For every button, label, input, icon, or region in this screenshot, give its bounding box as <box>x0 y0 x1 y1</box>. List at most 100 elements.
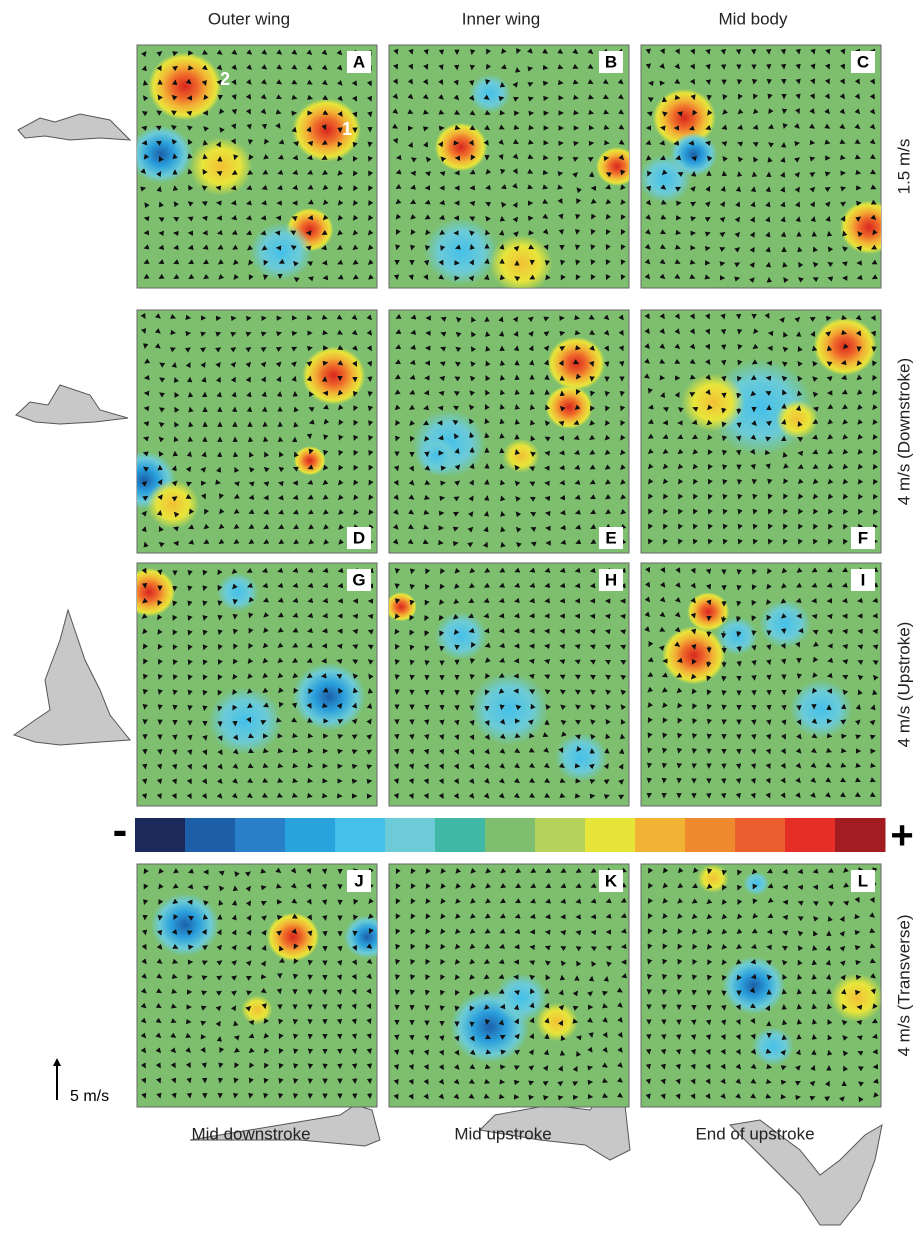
velocity-arrow <box>325 128 326 129</box>
velocity-arrow <box>606 734 607 736</box>
velocity-arrow <box>412 736 413 739</box>
velocity-arrow <box>396 676 397 679</box>
velocity-arrow <box>664 278 665 279</box>
vortex <box>217 573 259 612</box>
velocity-arrow <box>829 202 830 203</box>
velocity-arrow <box>813 1020 814 1022</box>
panel: J <box>137 864 391 1107</box>
velocity-arrow <box>219 543 220 544</box>
colorbar-swatch <box>785 818 836 852</box>
velocity-arrow <box>828 468 829 469</box>
vortex <box>489 235 552 293</box>
velocity-arrow <box>324 423 325 424</box>
velocity-arrow <box>530 675 532 676</box>
velocity-arrow <box>754 766 755 768</box>
vortex <box>503 439 540 473</box>
velocity-arrow <box>280 347 281 348</box>
colorbar-swatch <box>235 818 286 852</box>
velocity-arrow <box>159 527 160 528</box>
velocity-arrow <box>265 362 266 363</box>
vortex <box>129 125 192 183</box>
velocity-arrow <box>325 706 327 707</box>
velocity-arrow <box>516 420 517 423</box>
velocity-arrow <box>545 660 547 661</box>
velocity-arrow <box>501 872 502 873</box>
bottom-label: Mid upstroke <box>454 1124 551 1143</box>
velocity-arrow <box>517 97 518 98</box>
velocity-arrow <box>798 946 799 947</box>
velocity-arrow <box>648 887 649 888</box>
velocity-arrow <box>814 1081 815 1082</box>
colorbar-swatch <box>685 818 736 852</box>
velocity-arrow <box>145 1037 146 1038</box>
velocity-arrow <box>664 571 665 572</box>
velocity-arrow <box>426 157 427 158</box>
velocity-arrow <box>769 1006 770 1007</box>
colorbar-max: + <box>890 814 913 858</box>
velocity-arrow <box>606 513 607 514</box>
velocity-arrow <box>278 173 280 174</box>
panel: F <box>641 310 881 553</box>
velocity-arrow <box>457 83 458 85</box>
velocity-arrow <box>517 317 518 318</box>
velocity-arrow <box>873 1022 874 1023</box>
velocity-arrow <box>769 1097 770 1098</box>
panel: H <box>385 563 629 806</box>
velocity-arrow <box>427 98 428 99</box>
vortex-label: 1 <box>342 119 352 139</box>
velocity-arrow <box>561 720 562 721</box>
vortex <box>722 956 785 1014</box>
row-label: 4 m/s (Transverse) <box>894 914 913 1056</box>
velocity-arrow <box>456 332 457 333</box>
velocity-arrow <box>828 438 829 439</box>
velocity-arrow <box>679 631 680 632</box>
velocity-arrow <box>694 83 695 84</box>
velocity-arrow <box>679 616 680 617</box>
velocity-arrow <box>293 571 295 572</box>
velocity-arrow <box>844 766 846 767</box>
figure: 5 m/s Outer wingInner wingMid body1.5 m/… <box>0 0 921 1233</box>
velocity-arrow <box>471 347 472 348</box>
velocity-arrow <box>769 437 770 438</box>
velocity-arrow <box>591 528 592 529</box>
velocity-arrow <box>295 872 296 873</box>
velocity-arrow <box>547 248 548 249</box>
velocity-arrow <box>709 1037 710 1039</box>
velocity-arrow <box>190 736 191 740</box>
velocity-arrow <box>531 872 532 873</box>
velocity-arrow <box>752 977 754 978</box>
velocity-arrow <box>249 543 250 544</box>
velocity-arrow <box>280 362 281 363</box>
velocity-arrow <box>294 467 295 468</box>
velocity-arrow <box>396 977 397 979</box>
velocity-arrow <box>649 263 650 264</box>
velocity-arrow <box>694 1052 695 1054</box>
velocity-arrow <box>784 661 785 663</box>
velocity-arrow <box>189 706 190 710</box>
velocity-arrow <box>663 676 664 677</box>
velocity-arrow <box>706 142 709 143</box>
velocity-arrow <box>693 887 694 888</box>
velocity-arrow <box>723 872 724 875</box>
velocity-arrow <box>874 720 875 721</box>
velocity-arrow <box>693 736 694 738</box>
colorbar-swatch <box>185 818 236 852</box>
velocity-arrow <box>738 157 739 158</box>
row-label: 4 m/s (Upstroke) <box>894 622 913 748</box>
vortex <box>435 123 488 172</box>
velocity-arrow <box>325 318 327 319</box>
velocity-arrow <box>310 347 312 348</box>
velocity-arrow <box>799 1081 800 1082</box>
velocity-arrow <box>622 83 623 84</box>
velocity-arrow <box>798 975 799 977</box>
velocity-arrow <box>754 992 755 993</box>
velocity-arrow <box>369 143 370 146</box>
panel: E <box>389 310 629 553</box>
velocity-arrow <box>175 751 176 754</box>
velocity-arrow <box>160 1007 161 1008</box>
velocity-arrow <box>174 202 175 203</box>
velocity-arrow <box>648 947 649 949</box>
vortex <box>151 893 220 956</box>
velocity-arrow <box>708 721 709 724</box>
velocity-arrow <box>828 513 829 514</box>
